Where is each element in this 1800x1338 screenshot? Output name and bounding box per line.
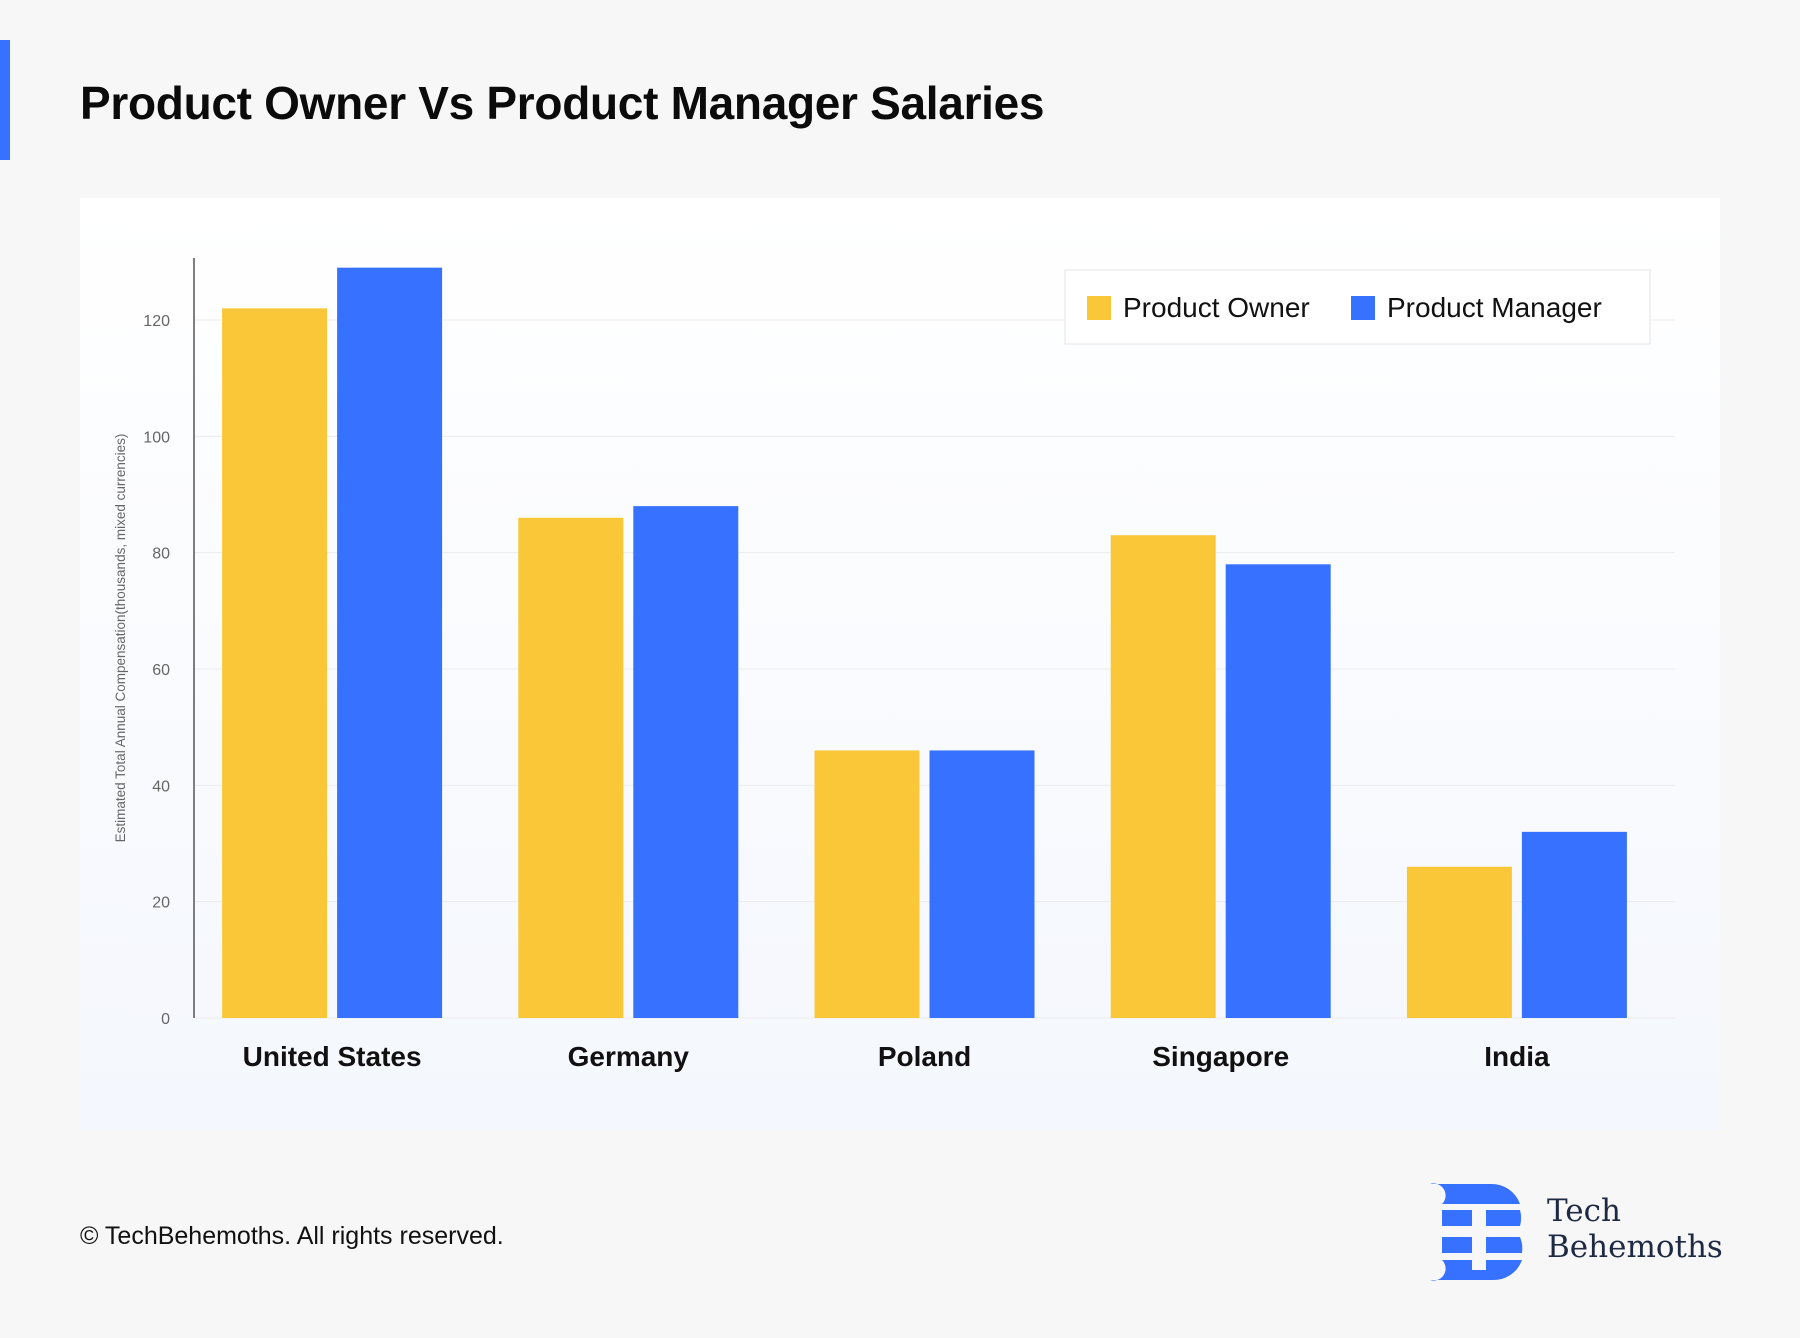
y-tick-label: 60 <box>152 662 170 679</box>
legend-label-product-owner: Product Owner <box>1123 292 1310 323</box>
accent-bar <box>0 40 10 160</box>
category-label: Poland <box>878 1041 971 1072</box>
y-tick-label: 120 <box>143 313 170 330</box>
y-tick-label: 20 <box>152 895 170 912</box>
legend-label-product-manager: Product Manager <box>1387 292 1602 323</box>
legend: Product Owner Product Manager <box>1064 269 1651 345</box>
bar-product-owner <box>518 517 624 1018</box>
copyright-footer: © TechBehemoths. All rights reserved. <box>80 1222 504 1250</box>
bar-product-owner <box>1406 866 1512 1018</box>
category-label: United States <box>243 1041 422 1072</box>
bar-product-owner <box>814 750 920 1018</box>
bar-product-manager <box>1521 831 1627 1018</box>
bar-product-manager <box>633 506 739 1018</box>
bar-product-manager <box>337 267 443 1018</box>
logo-wordmark: Tech Behemoths <box>1547 1193 1723 1265</box>
bar-product-owner <box>1110 535 1216 1018</box>
category-label: Germany <box>568 1041 690 1072</box>
logo-line-2: Behemoths <box>1547 1229 1723 1265</box>
legend-swatch-product-manager <box>1351 296 1375 320</box>
y-tick-label: 80 <box>152 546 170 563</box>
y-tick-label: 0 <box>161 1011 170 1028</box>
legend-swatch-product-owner <box>1087 296 1111 320</box>
y-axis-label: Estimated Total Annual Compensation(thou… <box>113 434 128 843</box>
y-tick-label: 40 <box>152 778 170 795</box>
category-label: India <box>1484 1041 1550 1072</box>
category-label: Singapore <box>1152 1041 1289 1072</box>
techbehemoths-logo-icon <box>1430 1183 1523 1281</box>
y-tick-label: 100 <box>143 429 170 446</box>
logo-line-1: Tech <box>1547 1193 1621 1229</box>
bar-product-owner <box>222 308 328 1018</box>
bar-product-manager <box>1225 564 1331 1018</box>
page-title: Product Owner Vs Product Manager Salarie… <box>80 77 1045 129</box>
bar-product-manager <box>929 750 1035 1018</box>
